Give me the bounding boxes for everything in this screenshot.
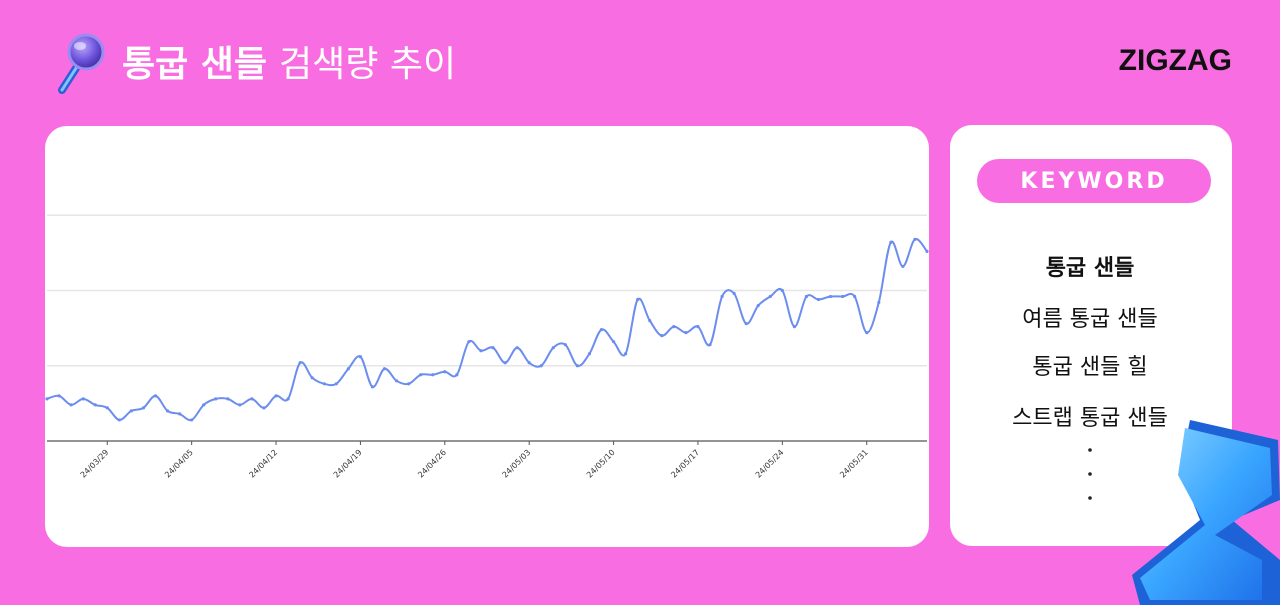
point xyxy=(768,294,772,299)
point xyxy=(153,394,158,398)
point xyxy=(841,294,845,299)
point xyxy=(226,397,230,401)
point xyxy=(611,340,616,344)
point xyxy=(467,340,471,344)
point xyxy=(865,331,869,335)
point xyxy=(816,297,821,302)
point xyxy=(672,325,676,329)
title-bold: 통굽 샌들 xyxy=(122,44,267,85)
point xyxy=(648,319,652,323)
point xyxy=(491,346,495,350)
point xyxy=(57,394,61,398)
point xyxy=(310,376,314,380)
point xyxy=(720,294,724,299)
point xyxy=(828,294,833,299)
point xyxy=(105,406,109,410)
point xyxy=(382,367,387,371)
keyword-pill xyxy=(977,159,1211,203)
title-light: 검색량 추이 xyxy=(279,44,456,85)
point xyxy=(274,394,278,398)
point xyxy=(141,406,146,410)
z-decoration xyxy=(1132,420,1280,605)
point xyxy=(913,237,917,241)
point xyxy=(214,397,218,401)
keyword-item: 여름 통굽 샌들 xyxy=(1022,307,1157,332)
point xyxy=(551,346,555,350)
point xyxy=(527,361,531,365)
point xyxy=(877,300,881,305)
point xyxy=(394,379,399,383)
point xyxy=(515,346,519,350)
point xyxy=(624,352,628,356)
point xyxy=(925,249,929,253)
point xyxy=(93,403,97,407)
keyword-item: 스트랩 통굽 샌들 xyxy=(1012,406,1168,431)
point xyxy=(419,373,423,377)
point xyxy=(575,364,580,368)
point xyxy=(431,373,435,377)
keyword-item: 통굽 샌들 힐 xyxy=(1032,355,1147,380)
point xyxy=(178,412,182,416)
point xyxy=(853,294,857,299)
point xyxy=(262,406,266,410)
point xyxy=(744,322,748,326)
point xyxy=(117,418,121,422)
point xyxy=(901,264,905,269)
point xyxy=(503,361,507,365)
point xyxy=(358,355,363,359)
point xyxy=(286,397,290,401)
magnifier-icon xyxy=(58,33,105,94)
point xyxy=(708,343,712,347)
point xyxy=(346,367,350,371)
point xyxy=(69,403,73,407)
point xyxy=(129,409,133,413)
point xyxy=(780,288,784,293)
title: 통굽 샌들 검색량 추이 xyxy=(122,44,456,85)
point xyxy=(322,382,326,386)
more-dots xyxy=(1088,448,1092,500)
point xyxy=(889,240,893,244)
point xyxy=(443,370,447,374)
point xyxy=(660,334,664,338)
point xyxy=(370,385,375,389)
point xyxy=(334,382,338,386)
point xyxy=(407,382,411,386)
point xyxy=(696,325,700,329)
point xyxy=(190,418,194,422)
point xyxy=(684,331,688,335)
logo: ZIGZAG xyxy=(1119,44,1232,77)
point xyxy=(563,343,567,347)
point xyxy=(45,397,49,401)
point xyxy=(539,364,543,368)
point xyxy=(298,361,302,365)
point xyxy=(587,352,592,356)
point xyxy=(479,349,483,353)
chart-card xyxy=(45,126,929,547)
point xyxy=(455,373,459,377)
point xyxy=(202,403,206,407)
keyword-card xyxy=(950,125,1232,546)
keyword-item: 통굽 샌들 xyxy=(1046,256,1135,281)
keyword-heading: KEYWORD xyxy=(1020,169,1167,194)
point xyxy=(599,328,604,332)
point xyxy=(756,303,760,308)
point xyxy=(165,409,170,413)
point xyxy=(804,294,809,299)
point xyxy=(792,325,796,329)
point xyxy=(238,403,242,407)
point xyxy=(732,291,736,296)
point xyxy=(81,397,85,401)
point xyxy=(250,397,254,401)
point xyxy=(636,297,640,302)
